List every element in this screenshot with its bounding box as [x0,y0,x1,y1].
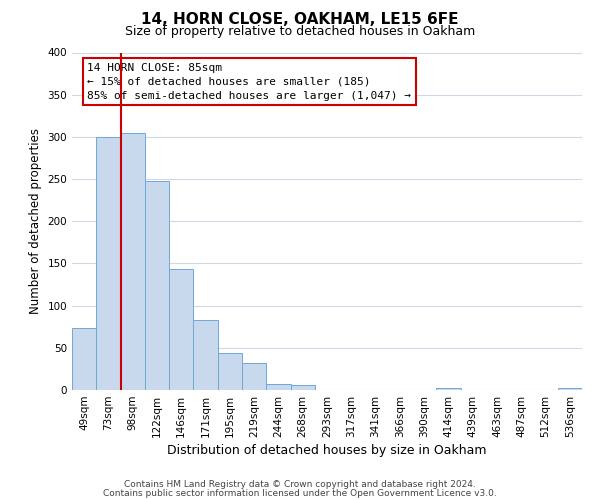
Bar [242,363,266,390]
Y-axis label: Number of detached properties: Number of detached properties [29,128,42,314]
Bar [96,137,121,390]
Bar [436,388,461,390]
Bar [218,353,242,390]
Text: Size of property relative to detached houses in Oakham: Size of property relative to detached ho… [125,25,475,38]
Bar [193,320,218,390]
Bar [169,270,193,390]
Text: 14, HORN CLOSE, OAKHAM, LE15 6FE: 14, HORN CLOSE, OAKHAM, LE15 6FE [141,12,459,28]
Bar [266,384,290,390]
Bar [290,385,315,390]
Bar [121,132,145,390]
Bar [558,388,582,390]
X-axis label: Distribution of detached houses by size in Oakham: Distribution of detached houses by size … [167,444,487,457]
Text: Contains public sector information licensed under the Open Government Licence v3: Contains public sector information licen… [103,488,497,498]
Text: Contains HM Land Registry data © Crown copyright and database right 2024.: Contains HM Land Registry data © Crown c… [124,480,476,489]
Bar [72,328,96,390]
Text: 14 HORN CLOSE: 85sqm
← 15% of detached houses are smaller (185)
85% of semi-deta: 14 HORN CLOSE: 85sqm ← 15% of detached h… [88,62,412,100]
Bar [145,180,169,390]
